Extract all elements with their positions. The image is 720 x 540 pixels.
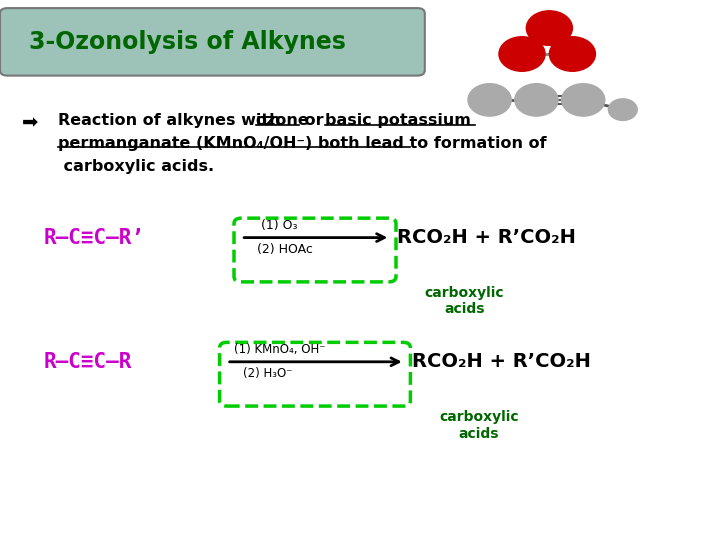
Circle shape <box>515 84 558 116</box>
Circle shape <box>468 84 511 116</box>
Text: RCO₂H + R’CO₂H: RCO₂H + R’CO₂H <box>397 228 576 247</box>
FancyBboxPatch shape <box>234 218 396 282</box>
Circle shape <box>526 11 572 45</box>
Text: 3-Ozonolysis of Alkynes: 3-Ozonolysis of Alkynes <box>29 30 346 53</box>
Circle shape <box>499 37 545 71</box>
Text: (2) HOAc: (2) HOAc <box>257 243 313 256</box>
FancyBboxPatch shape <box>0 8 425 76</box>
Text: carboxylic
acids: carboxylic acids <box>425 286 504 316</box>
Text: R—C≡C—R’: R—C≡C—R’ <box>43 227 144 248</box>
Text: (1) O₃: (1) O₃ <box>261 219 298 232</box>
Text: RCO₂H + R’CO₂H: RCO₂H + R’CO₂H <box>412 352 590 372</box>
Circle shape <box>549 37 595 71</box>
Text: or: or <box>299 113 329 129</box>
FancyBboxPatch shape <box>220 342 410 406</box>
Text: ozone: ozone <box>256 113 310 129</box>
Text: (1) KMnO₄, OH⁻: (1) KMnO₄, OH⁻ <box>234 343 325 356</box>
Text: R—C≡C—R: R—C≡C—R <box>43 352 132 372</box>
Text: carboxylic
acids: carboxylic acids <box>439 410 518 441</box>
Text: permanganate (KMnO₄/OH⁻) both lead to formation of: permanganate (KMnO₄/OH⁻) both lead to fo… <box>58 136 546 151</box>
Text: (2) H₃O⁻: (2) H₃O⁻ <box>243 367 293 380</box>
Circle shape <box>562 84 605 116</box>
Text: carboxylic acids.: carboxylic acids. <box>58 159 214 174</box>
Text: ➡: ➡ <box>22 113 38 132</box>
Text: Reaction of alkynes with: Reaction of alkynes with <box>58 113 286 129</box>
Circle shape <box>608 99 637 120</box>
Text: basic potassium: basic potassium <box>325 113 471 129</box>
